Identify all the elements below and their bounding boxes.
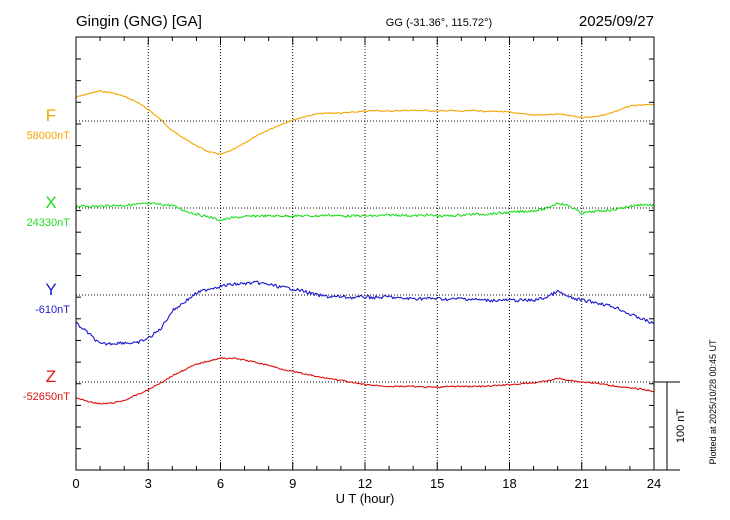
x-tick-label: 3 [145,476,152,491]
chart-title: Gingin (GNG) [GA] [76,13,202,30]
x-tick-label: 21 [575,476,589,491]
x-tick-label: 24 [647,476,661,491]
x-tick-label: 15 [430,476,444,491]
scale-bar: 100 nT [654,381,687,471]
x-tick-label: 0 [72,476,79,491]
series-baseline-z: -52650nT [23,391,70,403]
series-name-y: Y [45,280,56,299]
x-tick-labels: 0 3 6 9 12 15 18 21 24 [72,476,661,491]
series-line-z [75,357,655,405]
series-line-x [75,202,655,222]
baseline-lines [76,120,654,383]
chart-subtitle: GG (-31.36°, 115.72°) [386,17,492,29]
axis-ticks [76,37,654,470]
x-tick-label: 18 [502,476,516,491]
series-name-x: X [45,193,56,212]
series-name-z: Z [46,367,56,386]
x-tick-label: 12 [358,476,372,491]
chart-date: 2025/09/27 [579,13,654,30]
scale-bar-label: 100 nT [675,409,687,444]
series-baseline-y: -610nT [35,304,70,316]
series-line-f [75,90,655,155]
plotted-note: Plotted at 2025/10/28 00:45 UT [708,339,718,465]
x-tick-label: 6 [217,476,224,491]
grid-lines [147,37,583,470]
series-baseline-x: 24330nT [27,217,71,229]
series-labels: F 58000nT X 24330nT Y -610nT Z -52650nT [23,106,70,403]
series-name-f: F [46,106,56,125]
series-line-y [75,280,655,346]
x-tick-label: 9 [289,476,296,491]
plot-frame [75,36,655,471]
series-baseline-f: 58000nT [27,130,71,142]
series-lines [75,90,655,405]
x-axis-label: U T (hour) [336,491,395,506]
